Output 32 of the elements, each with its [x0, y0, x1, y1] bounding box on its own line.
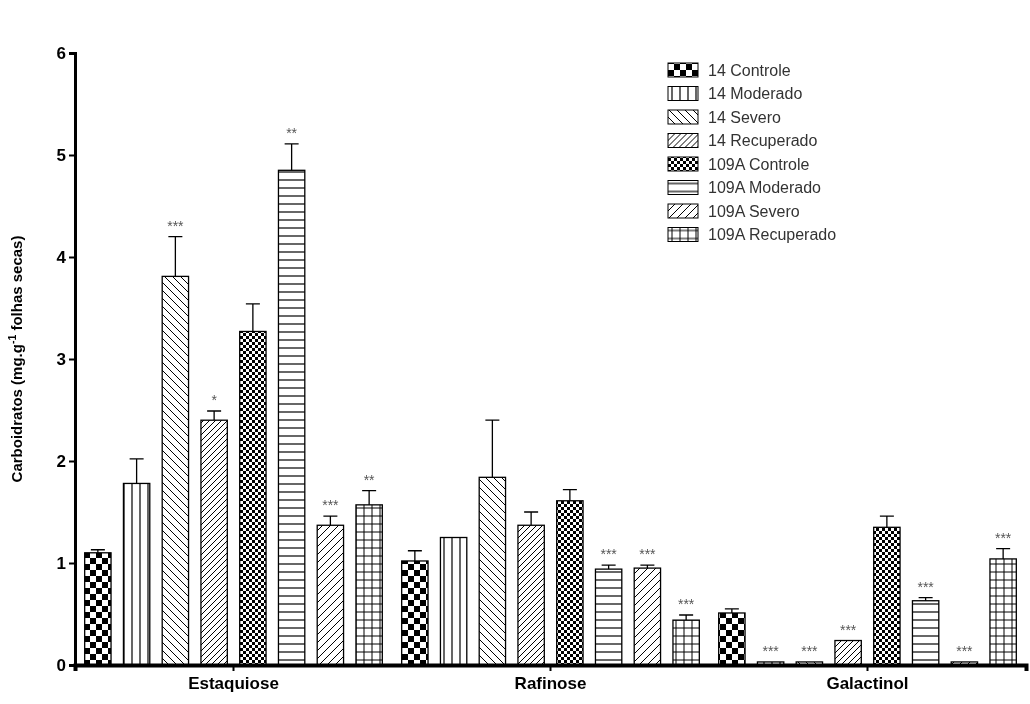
legend-label: 14 Recuperado — [708, 132, 818, 150]
x-tick-label: Estaquiose — [188, 674, 279, 694]
x-tick-label: Galactinol — [826, 674, 909, 694]
data-label: * — [211, 392, 218, 409]
legend-label: 14 Controle — [708, 61, 791, 79]
data-label: *** — [801, 642, 819, 659]
data-label: ** — [363, 471, 376, 488]
data-label: ** — [286, 124, 298, 141]
x-tick-label: Rafinose — [514, 674, 587, 694]
y-tick-label: 3 — [56, 349, 66, 369]
legend-label: 14 Moderado — [708, 85, 803, 103]
y-tick-label: 4 — [56, 247, 67, 267]
legend-label: 109A Severo — [708, 202, 800, 220]
y-tick-label: 6 — [56, 43, 66, 63]
legend-label: 109A Recuperado — [708, 226, 837, 244]
data-label: *** — [917, 578, 935, 595]
y-tick-label: 2 — [56, 451, 66, 471]
y-tick-label: 1 — [56, 553, 66, 573]
legend-label: 109A Moderado — [708, 179, 822, 197]
data-label: *** — [839, 621, 857, 638]
data-label: *** — [677, 596, 695, 613]
y-tick-label: 5 — [56, 145, 66, 165]
data-label: *** — [994, 529, 1012, 546]
legend-label: 109A Controle — [708, 155, 810, 173]
data-label: *** — [167, 217, 185, 234]
data-label: *** — [600, 546, 618, 563]
data-label: *** — [322, 497, 340, 514]
data-label: *** — [956, 642, 974, 659]
y-tick-label: 0 — [56, 655, 66, 675]
legend-label: 14 Severo — [708, 108, 782, 126]
data-label: *** — [639, 546, 657, 563]
data-label: *** — [762, 642, 780, 659]
